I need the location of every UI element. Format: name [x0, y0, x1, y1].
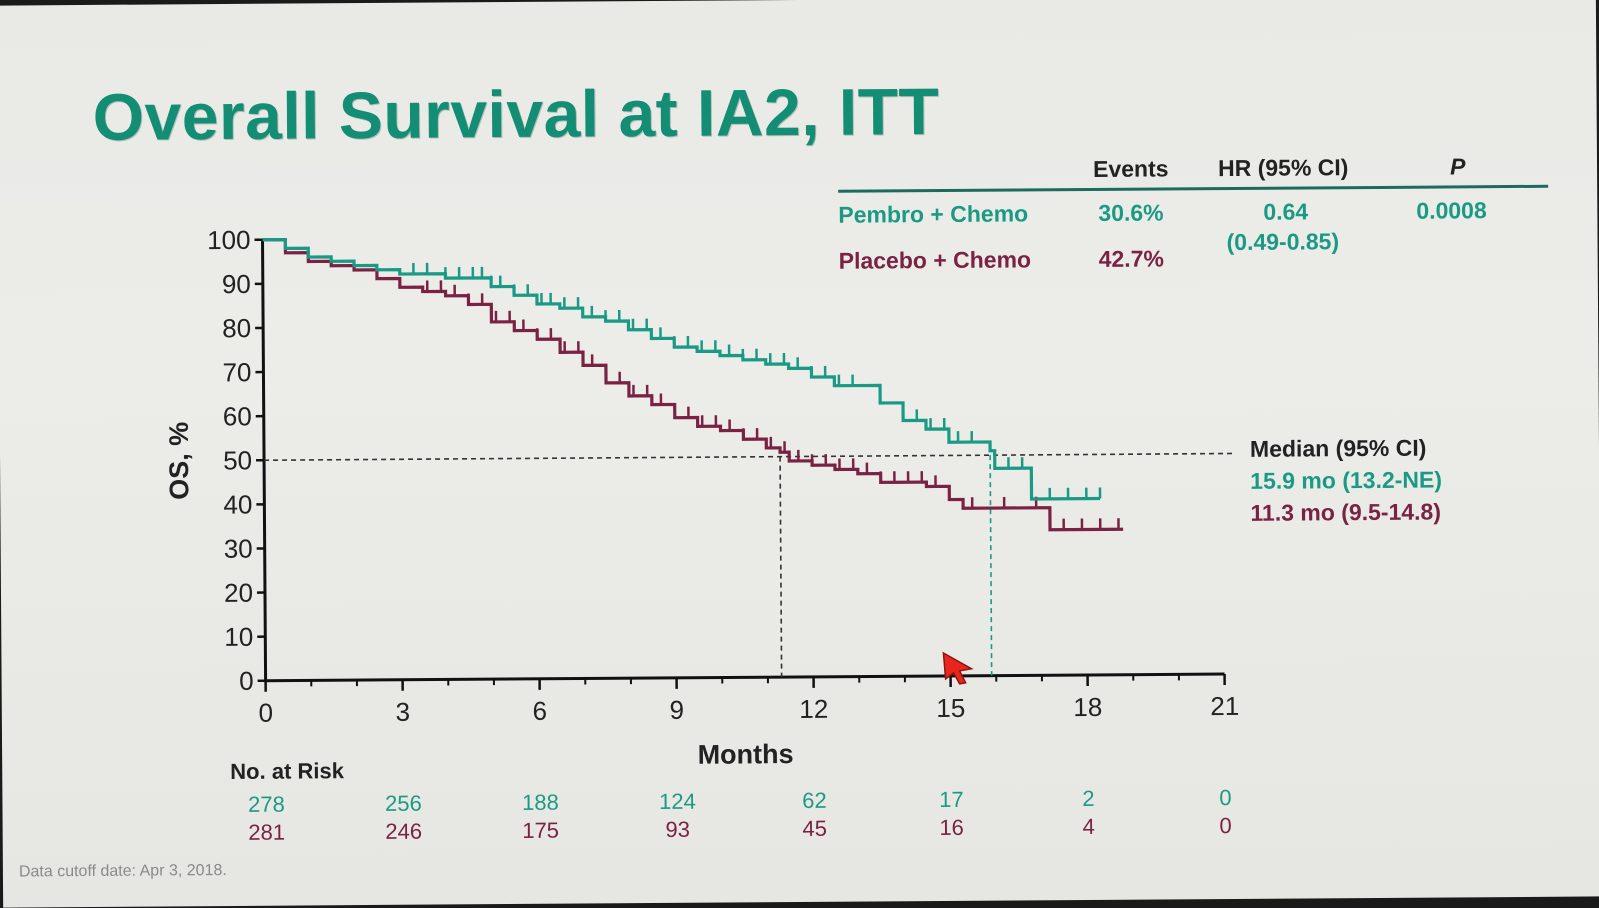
- x-tick-label: 21: [1210, 691, 1239, 721]
- x-axis-label: Months: [698, 739, 794, 770]
- x-tick-label: 3: [395, 697, 410, 727]
- y-tick-label: 60: [223, 401, 252, 431]
- median-legend: Median (95% CI) 15.9 mo (13.2-NE) 11.3 m…: [1250, 432, 1442, 529]
- mouse-pointer-icon: [941, 651, 975, 685]
- y-tick-label: 40: [223, 489, 252, 519]
- survival-curves: [263, 234, 1124, 535]
- x-tick-label: 15: [936, 693, 965, 723]
- median-drop-line: [780, 457, 782, 677]
- x-tick-label: 9: [669, 695, 684, 725]
- median-pembro: 15.9 mo (13.2-NE): [1250, 464, 1442, 497]
- y-tick-label: 0: [239, 666, 254, 696]
- y-axis-label: OS, %: [164, 422, 195, 500]
- chart-axes: [255, 233, 1225, 692]
- median-reference-line: [264, 453, 1233, 460]
- median-header: Median (95% CI): [1250, 432, 1442, 465]
- y-tick-label: 90: [222, 269, 251, 299]
- data-cutoff-footnote: Data cutoff date: Apr 3, 2018.: [19, 862, 227, 881]
- km-curve: [263, 234, 1124, 535]
- median-placebo: 11.3 mo (9.5-14.8): [1250, 496, 1442, 529]
- y-tick-label: 10: [224, 622, 253, 652]
- y-tick-label: 20: [224, 578, 253, 608]
- x-tick-label: 0: [258, 698, 273, 728]
- km-curve: [263, 234, 1101, 504]
- axis-labels: 0 3 6 9 12 15 18 21 0 10 20 30 40 50 60 70 80 90 100 Months…: [162, 218, 1239, 773]
- reference-lines: [264, 453, 1235, 680]
- y-tick-label: 100: [207, 225, 251, 255]
- x-tick-label: 6: [532, 696, 547, 726]
- x-tick-label: 12: [799, 694, 828, 724]
- y-tick-label: 70: [222, 357, 251, 387]
- y-tick-label: 30: [224, 534, 253, 564]
- x-tick-label: 18: [1073, 692, 1102, 722]
- median-drop-line: [990, 455, 992, 675]
- y-tick-label: 50: [223, 445, 252, 475]
- y-tick-label: 80: [222, 313, 251, 343]
- x-axis-line: [266, 674, 1225, 681]
